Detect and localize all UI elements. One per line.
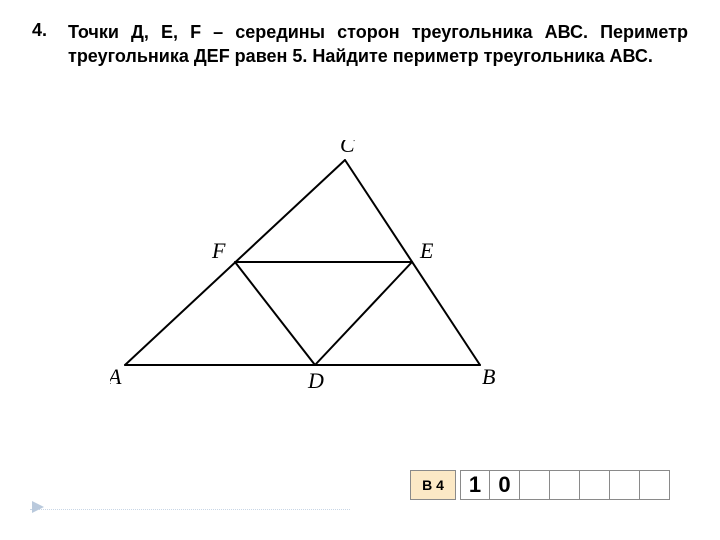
problem-text: Точки Д, Е, F – середины сторон треуголь…	[68, 20, 688, 69]
triangle-figure: A B C D E F	[110, 140, 530, 400]
problem-block: 4. Точки Д, Е, F – середины сторон треуг…	[32, 20, 688, 69]
answer-cells: 10	[460, 470, 670, 500]
svg-text:C: C	[340, 140, 355, 157]
footer-arrow-icon	[30, 499, 46, 520]
answer-cell	[550, 470, 580, 500]
problem-number: 4.	[32, 20, 68, 69]
svg-text:D: D	[307, 368, 324, 393]
answer-cell: 1	[460, 470, 490, 500]
answer-cell	[640, 470, 670, 500]
answer-row: В 4 10	[410, 470, 670, 500]
answer-cell	[580, 470, 610, 500]
footer-divider	[30, 509, 350, 510]
answer-cell: 0	[490, 470, 520, 500]
svg-text:A: A	[110, 364, 122, 389]
svg-text:F: F	[211, 238, 226, 263]
answer-cell	[610, 470, 640, 500]
svg-text:E: E	[419, 238, 434, 263]
answer-label: В 4	[410, 470, 456, 500]
answer-cell	[520, 470, 550, 500]
svg-text:B: B	[482, 364, 495, 389]
